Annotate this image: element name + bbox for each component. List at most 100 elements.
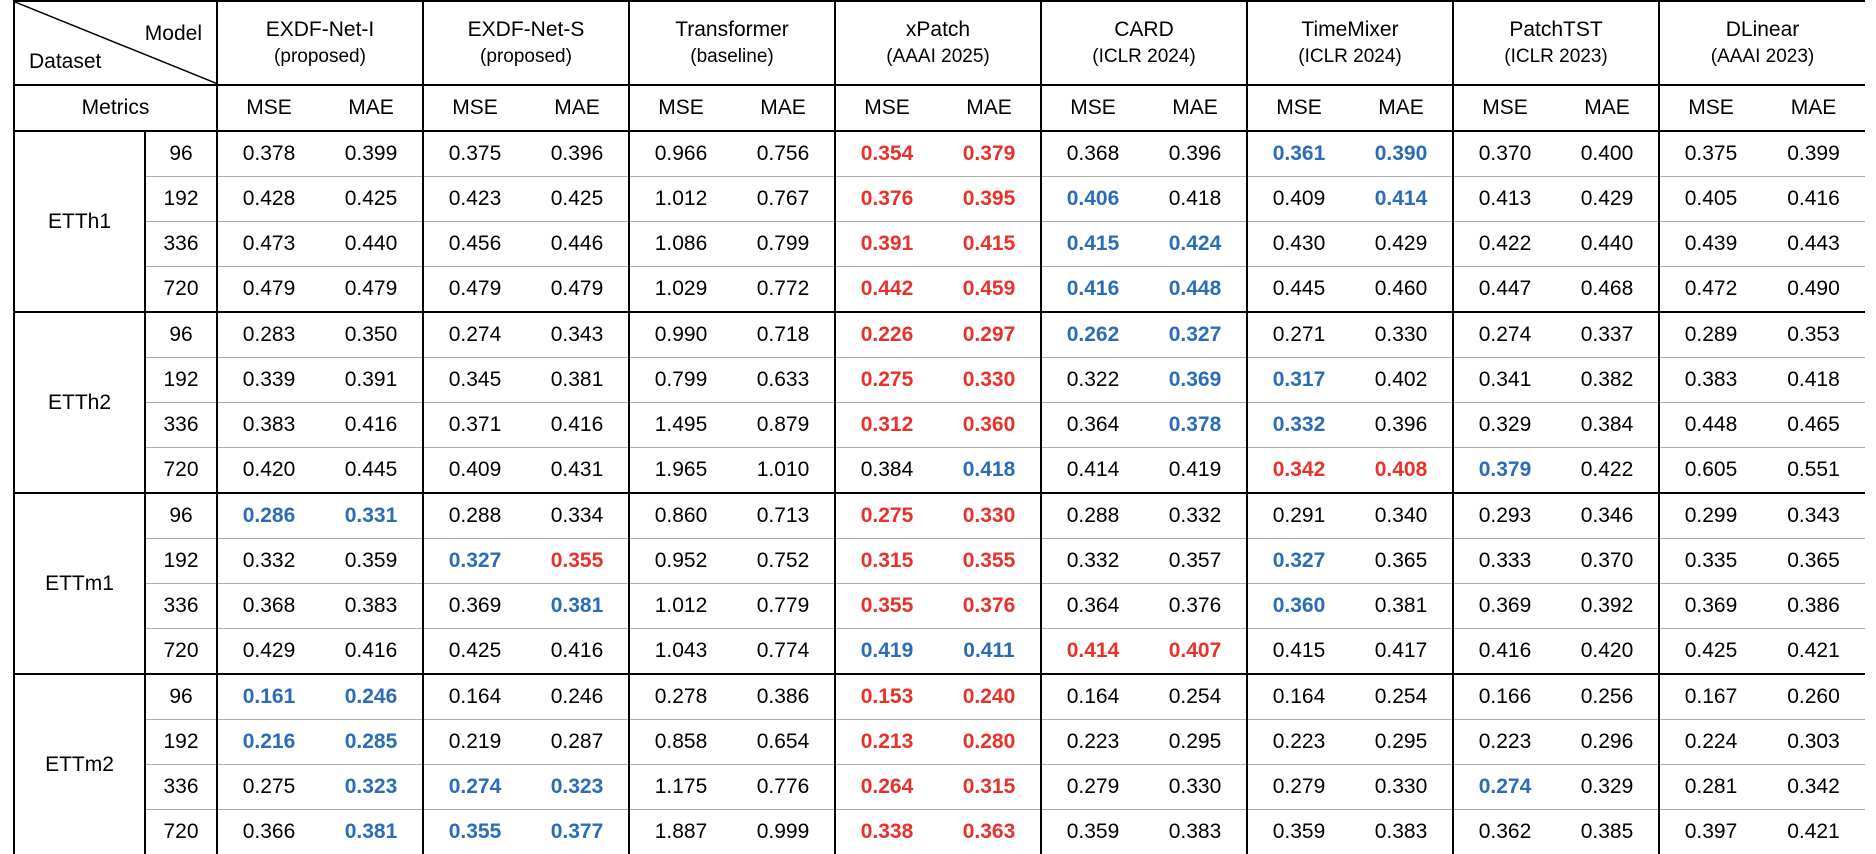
model-header: TimeMixer (ICLR 2024) xyxy=(1247,0,1454,86)
metric-header: MAE xyxy=(1144,85,1248,132)
metric-value: 0.279 xyxy=(1041,764,1144,810)
table-row: 336 0.383 0.416 0.371 0.416 1.495 0.879 0.312 0.… xyxy=(14,402,1865,448)
metric-value: 0.260 xyxy=(1787,685,1840,708)
horizon-cell: 96 xyxy=(145,493,218,539)
metric-value: 0.223 xyxy=(1041,719,1144,765)
metric-header: MAE xyxy=(320,85,424,132)
metric-value: 0.337 xyxy=(1556,312,1660,358)
metric-value: 0.396 xyxy=(1350,402,1454,448)
horizon-cell: 336 xyxy=(145,221,218,267)
table-row: 720 0.479 0.479 0.479 0.479 1.029 0.772 0.442 0.… xyxy=(14,266,1865,313)
metric-value: 1.010 xyxy=(732,447,836,494)
metric-value: 0.421 xyxy=(1762,628,1865,675)
model-name: DLinear xyxy=(1725,18,1800,41)
horizon-cell: 336 xyxy=(145,583,218,629)
model-venue: (AAAI 2023) xyxy=(1710,46,1815,67)
metric-value: 0.297 xyxy=(938,312,1042,358)
metric-value: 0.779 xyxy=(732,583,836,629)
metric-value: 0.879 xyxy=(732,402,836,448)
metric-value: 0.332 xyxy=(1041,538,1144,584)
metric-value: 0.366 xyxy=(217,809,320,854)
metric-value: 0.223 xyxy=(1453,719,1556,765)
metric-value: 0.254 xyxy=(1350,674,1454,720)
table-row: 720 0.420 0.445 0.409 0.431 1.965 1.010 0.384 0.… xyxy=(14,447,1865,494)
metric-value: 0.362 xyxy=(1453,809,1556,854)
metric-value: 0.213 xyxy=(835,719,938,765)
metric-value: 0.386 xyxy=(732,674,836,720)
metric-value: 0.359 xyxy=(1041,809,1144,854)
metric-value: 0.342 xyxy=(1762,764,1865,810)
metric-value: 0.442 xyxy=(835,266,938,313)
metric-value: 0.383 xyxy=(217,402,320,448)
metric-value: 0.166 xyxy=(1478,685,1532,708)
metric-value: 0.327 xyxy=(1144,312,1248,358)
metric-value: 0.422 xyxy=(1453,221,1556,267)
metric-value: 1.887 xyxy=(629,809,732,854)
metric-value: 0.425 xyxy=(320,176,424,222)
metric-value: 0.416 xyxy=(1453,628,1556,675)
metric-value: 0.323 xyxy=(526,764,630,810)
metric-value: 0.416 xyxy=(320,628,424,675)
metric-value: 0.718 xyxy=(732,312,836,358)
metric-value: 0.425 xyxy=(423,628,526,675)
metric-value: 0.440 xyxy=(1556,221,1660,267)
metric-value: 0.341 xyxy=(1453,357,1556,403)
metric-value: 0.460 xyxy=(1350,266,1454,313)
model-header: Transformer (baseline) xyxy=(629,0,836,86)
metric-value: 0.465 xyxy=(1762,402,1865,448)
metric-value: 0.246 xyxy=(526,674,630,720)
metric-header: MSE xyxy=(423,85,526,132)
metric-value: 0.224 xyxy=(1659,719,1762,765)
metric-value: 0.312 xyxy=(835,402,938,448)
metric-value: 0.423 xyxy=(423,176,526,222)
metric-value: 0.407 xyxy=(1144,628,1248,675)
metric-value: 0.459 xyxy=(938,266,1042,313)
metric-value: 1.086 xyxy=(629,221,732,267)
metric-value: 0.420 xyxy=(217,447,320,494)
metric-value: 1.495 xyxy=(629,402,732,448)
horizon-cell: 336 xyxy=(145,402,218,448)
horizon-cell: 192 xyxy=(145,538,218,584)
model-venue: (proposed) xyxy=(274,46,366,67)
model-venue: (AAAI 2025) xyxy=(886,46,990,67)
metric-value: 0.418 xyxy=(938,447,1042,494)
horizon-cell: 720 xyxy=(145,809,218,854)
metric-value: 0.446 xyxy=(526,221,630,267)
dataset-name: ETTh2 xyxy=(13,312,146,494)
metric-value: 0.419 xyxy=(1144,447,1248,494)
metric-value: 0.355 xyxy=(423,809,526,854)
metric-header: MSE xyxy=(629,85,732,132)
metric-value: 0.422 xyxy=(1556,447,1660,494)
metric-header: MSE xyxy=(1247,85,1350,132)
metric-value: 0.368 xyxy=(1066,142,1120,165)
table-row: 336 0.473 0.440 0.456 0.446 1.086 0.799 0.391 0.… xyxy=(14,221,1865,267)
metric-value: 0.774 xyxy=(732,628,836,675)
metric-value: 0.391 xyxy=(835,221,938,267)
metric-value: 0.440 xyxy=(320,221,424,267)
metric-value: 0.346 xyxy=(1556,493,1660,539)
table-row: 720 0.366 0.381 0.355 0.377 1.887 0.999 0.338 0.… xyxy=(14,809,1865,854)
metric-value: 0.405 xyxy=(1659,176,1762,222)
metric-value: 0.756 xyxy=(732,131,836,177)
metric-value: 0.274 xyxy=(448,323,502,346)
metric-value: 0.414 xyxy=(1350,176,1454,222)
metric-value: 0.359 xyxy=(1247,809,1350,854)
metric-value: 0.776 xyxy=(732,764,836,810)
metric-value: 0.365 xyxy=(1762,538,1865,584)
metric-value: 0.164 xyxy=(1066,685,1120,708)
metric-value: 0.338 xyxy=(835,809,938,854)
metric-value: 0.343 xyxy=(526,312,630,358)
metric-value: 1.965 xyxy=(629,447,732,494)
metric-value: 0.283 xyxy=(242,323,296,346)
metric-value: 0.377 xyxy=(526,809,630,854)
model-venue: (proposed) xyxy=(480,46,572,67)
metric-value: 0.378 xyxy=(242,142,296,165)
metric-value: 0.990 xyxy=(654,323,708,346)
metric-value: 0.246 xyxy=(320,674,424,720)
metric-value: 0.382 xyxy=(1556,357,1660,403)
metric-value: 0.428 xyxy=(217,176,320,222)
metric-value: 0.424 xyxy=(1144,221,1248,267)
metric-value: 0.262 xyxy=(1066,323,1120,346)
metric-value: 0.418 xyxy=(1762,357,1865,403)
metric-value: 1.029 xyxy=(629,266,732,313)
